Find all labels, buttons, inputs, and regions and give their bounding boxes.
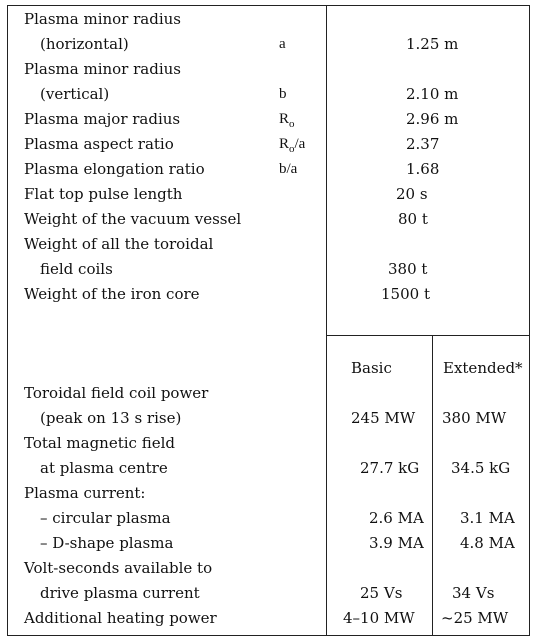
- parameters-table: [7, 5, 530, 636]
- row-label: – circular plasma: [40, 509, 171, 527]
- row-label: Additional heating power: [24, 609, 217, 627]
- lower-section-rule: [326, 335, 530, 336]
- extended-value: 34 Vs: [452, 584, 495, 602]
- basic-value: 245 MW: [351, 409, 416, 427]
- column-header-extended: Extended*: [443, 359, 523, 377]
- row-label: field coils: [40, 260, 113, 278]
- row-value: 380 t: [388, 260, 428, 278]
- row-label: (horizontal): [40, 35, 129, 53]
- row-label: Plasma minor radius: [24, 60, 181, 78]
- basic-value: 2.6 MA: [369, 509, 424, 527]
- row-value: 1.25 m: [406, 35, 459, 53]
- row-label: Toroidal field coil power: [24, 384, 209, 402]
- column-header-basic: Basic: [351, 359, 392, 377]
- row-symbol: b: [279, 86, 287, 102]
- extended-value: 4.8 MA: [460, 534, 515, 552]
- extended-value: ~25 MW: [441, 609, 509, 627]
- row-symbol: b/a: [279, 161, 298, 177]
- basic-value: 27.7 kG: [360, 459, 420, 477]
- row-symbol: Ro: [279, 110, 295, 133]
- row-value: 80 t: [398, 210, 428, 228]
- row-symbol: Ro/a: [279, 135, 305, 158]
- symbol-base: R: [279, 136, 290, 152]
- row-label: Volt-seconds available to: [24, 559, 213, 577]
- row-label: (peak on 13 s rise): [40, 409, 182, 427]
- row-label: Plasma minor radius: [24, 10, 181, 28]
- basic-value: 25 Vs: [360, 584, 403, 602]
- extended-value: 380 MW: [442, 409, 507, 427]
- symbol-tail: /a: [294, 136, 306, 152]
- row-value: 2.96 m: [406, 110, 459, 128]
- basic-value: 3.9 MA: [369, 534, 424, 552]
- row-value: 1.68: [406, 160, 440, 178]
- row-label: Weight of the iron core: [24, 285, 200, 303]
- extended-value: 3.1 MA: [460, 509, 515, 527]
- row-label: Plasma current:: [24, 484, 146, 502]
- row-label: Flat top pulse length: [24, 185, 183, 203]
- row-label: at plasma centre: [40, 459, 168, 477]
- row-value: 2.10 m: [406, 85, 459, 103]
- row-label: Plasma aspect ratio: [24, 135, 174, 153]
- row-value: 1500 t: [381, 285, 430, 303]
- row-label: (vertical): [40, 85, 110, 103]
- column-divider-basic-extended: [432, 335, 433, 636]
- row-label: Weight of all the toroidal: [24, 235, 214, 253]
- row-label: Plasma major radius: [24, 110, 181, 128]
- symbol-base: R: [279, 111, 290, 127]
- basic-value: 4–10 MW: [343, 609, 415, 627]
- row-symbol: a: [279, 36, 286, 52]
- row-value: 2.37: [406, 135, 440, 153]
- row-label: Total magnetic field: [24, 434, 175, 452]
- row-label: Plasma elongation ratio: [24, 160, 205, 178]
- row-label: Weight of the vacuum vessel: [24, 210, 242, 228]
- row-label: – D-shape plasma: [40, 534, 174, 552]
- extended-value: 34.5 kG: [451, 459, 511, 477]
- row-label: drive plasma current: [40, 584, 200, 602]
- symbol-subscript: o: [289, 118, 295, 130]
- symbol-subscript: o: [289, 143, 295, 155]
- row-value: 20 s: [396, 185, 428, 203]
- column-divider-main: [326, 5, 327, 636]
